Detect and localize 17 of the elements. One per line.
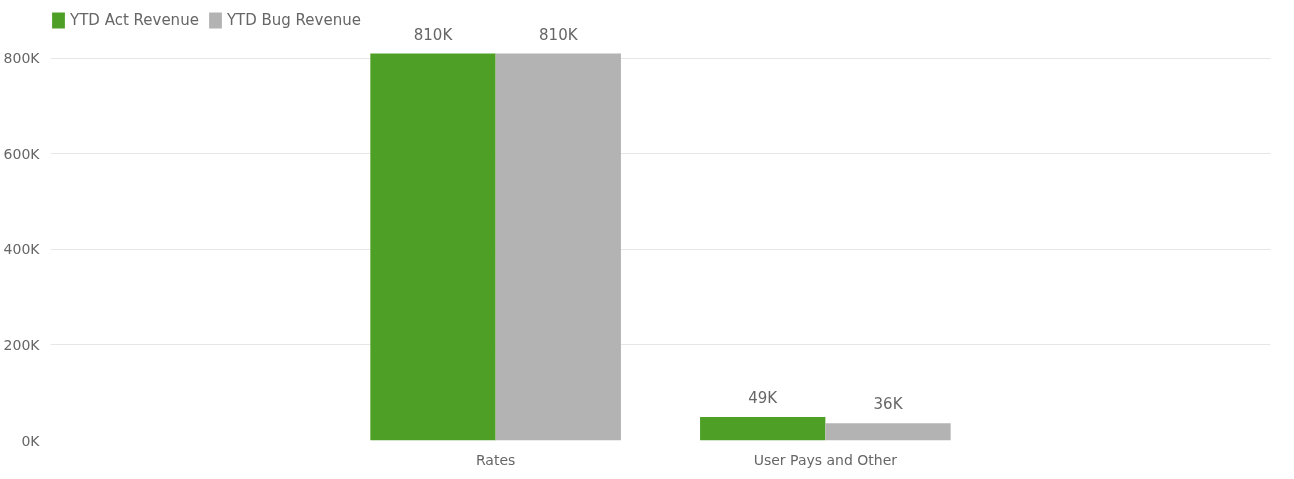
legend-label: YTD Bug Revenue xyxy=(226,11,361,29)
bar xyxy=(825,423,951,441)
legend-label: YTD Act Revenue xyxy=(70,11,199,29)
data-label: 49K xyxy=(748,389,779,408)
x-tick-label: Rates xyxy=(475,451,516,468)
y-tick-label: 800K xyxy=(3,50,41,67)
y-tick-label: 200K xyxy=(3,336,41,353)
y-tick-label: 0K xyxy=(21,432,41,449)
data-label: 36K xyxy=(873,395,904,414)
bar xyxy=(495,53,621,441)
y-tick-label: 600K xyxy=(3,145,41,162)
bar xyxy=(370,53,496,441)
x-tick-label: User Pays and Other xyxy=(753,451,898,468)
bar xyxy=(700,417,826,441)
data-label: 810K xyxy=(539,25,579,44)
y-tick-label: 400K xyxy=(3,241,41,258)
data-label: 810K xyxy=(413,25,454,44)
